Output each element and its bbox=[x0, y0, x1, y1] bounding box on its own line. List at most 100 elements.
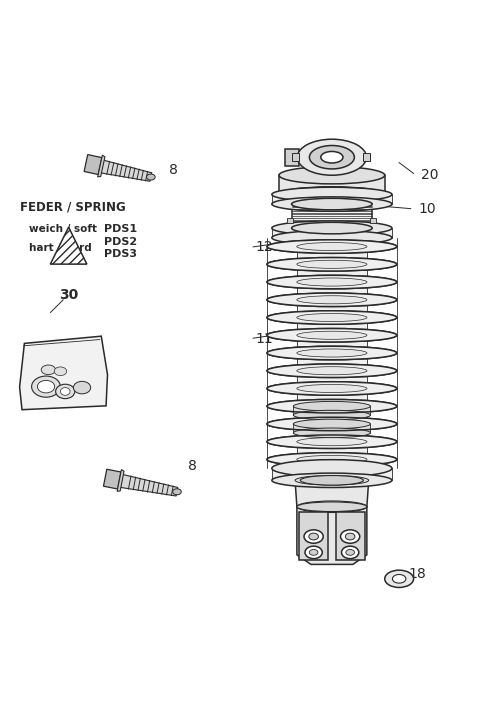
Text: 10: 10 bbox=[418, 202, 436, 216]
Ellipse shape bbox=[310, 145, 354, 169]
Polygon shape bbox=[294, 406, 370, 415]
Ellipse shape bbox=[279, 167, 385, 184]
Ellipse shape bbox=[55, 384, 75, 399]
Ellipse shape bbox=[300, 476, 364, 485]
Polygon shape bbox=[104, 469, 121, 489]
Ellipse shape bbox=[60, 388, 70, 395]
Text: weich / soft: weich / soft bbox=[29, 224, 97, 234]
Ellipse shape bbox=[267, 400, 397, 413]
Polygon shape bbox=[279, 175, 385, 194]
Ellipse shape bbox=[272, 197, 392, 211]
Ellipse shape bbox=[37, 381, 54, 393]
Ellipse shape bbox=[267, 293, 397, 306]
Polygon shape bbox=[294, 424, 370, 433]
Ellipse shape bbox=[295, 476, 369, 485]
Text: PDS2: PDS2 bbox=[104, 237, 137, 246]
Ellipse shape bbox=[385, 570, 414, 587]
Ellipse shape bbox=[267, 240, 397, 253]
Ellipse shape bbox=[267, 311, 397, 324]
Ellipse shape bbox=[297, 438, 367, 445]
Ellipse shape bbox=[346, 549, 354, 555]
Ellipse shape bbox=[267, 382, 397, 395]
Ellipse shape bbox=[309, 549, 318, 555]
Ellipse shape bbox=[267, 328, 397, 342]
Polygon shape bbox=[272, 194, 392, 204]
Ellipse shape bbox=[297, 402, 367, 410]
Ellipse shape bbox=[297, 313, 367, 321]
Ellipse shape bbox=[297, 243, 367, 251]
Ellipse shape bbox=[297, 366, 367, 375]
Polygon shape bbox=[117, 474, 178, 496]
Ellipse shape bbox=[267, 346, 397, 360]
Ellipse shape bbox=[297, 278, 367, 286]
Ellipse shape bbox=[267, 240, 397, 253]
Ellipse shape bbox=[297, 296, 367, 304]
Polygon shape bbox=[299, 512, 328, 560]
Ellipse shape bbox=[267, 453, 397, 466]
Ellipse shape bbox=[267, 258, 397, 271]
Ellipse shape bbox=[32, 376, 60, 397]
Polygon shape bbox=[295, 480, 369, 507]
Ellipse shape bbox=[304, 530, 323, 543]
Bar bbox=[363, 153, 370, 161]
Ellipse shape bbox=[341, 530, 360, 543]
Text: 11: 11 bbox=[255, 332, 273, 345]
Text: 12: 12 bbox=[255, 240, 273, 254]
Ellipse shape bbox=[342, 546, 359, 558]
Text: 8: 8 bbox=[169, 163, 177, 177]
Polygon shape bbox=[272, 468, 392, 480]
Polygon shape bbox=[297, 507, 367, 564]
Bar bbox=[287, 217, 293, 223]
Ellipse shape bbox=[267, 258, 397, 271]
Ellipse shape bbox=[267, 453, 397, 466]
Ellipse shape bbox=[54, 367, 67, 376]
Text: FEDER / SPRING: FEDER / SPRING bbox=[19, 201, 125, 214]
Text: PDS1: PDS1 bbox=[104, 224, 137, 234]
Ellipse shape bbox=[297, 502, 367, 512]
Ellipse shape bbox=[267, 364, 397, 378]
Ellipse shape bbox=[272, 221, 392, 235]
Ellipse shape bbox=[272, 460, 392, 477]
Polygon shape bbox=[297, 238, 367, 468]
Ellipse shape bbox=[41, 365, 55, 375]
Polygon shape bbox=[292, 204, 372, 228]
Ellipse shape bbox=[297, 349, 367, 357]
Text: PDS3: PDS3 bbox=[104, 249, 137, 259]
Text: 20: 20 bbox=[421, 168, 438, 182]
Ellipse shape bbox=[267, 346, 397, 360]
Text: 18: 18 bbox=[409, 567, 427, 581]
Ellipse shape bbox=[294, 428, 370, 438]
Ellipse shape bbox=[292, 222, 372, 234]
Ellipse shape bbox=[294, 410, 370, 420]
Ellipse shape bbox=[267, 435, 397, 448]
Ellipse shape bbox=[297, 420, 367, 428]
Ellipse shape bbox=[297, 455, 367, 463]
Ellipse shape bbox=[392, 575, 406, 583]
Polygon shape bbox=[336, 512, 364, 560]
Polygon shape bbox=[117, 469, 124, 491]
Polygon shape bbox=[51, 227, 87, 264]
Bar bbox=[370, 217, 376, 223]
Ellipse shape bbox=[173, 489, 181, 495]
Ellipse shape bbox=[297, 331, 367, 340]
Ellipse shape bbox=[297, 139, 366, 175]
Bar bbox=[285, 148, 299, 166]
Ellipse shape bbox=[267, 417, 397, 431]
Polygon shape bbox=[272, 228, 392, 238]
Ellipse shape bbox=[267, 275, 397, 289]
Ellipse shape bbox=[297, 261, 367, 268]
Ellipse shape bbox=[309, 533, 318, 540]
Ellipse shape bbox=[279, 187, 385, 202]
Text: 30: 30 bbox=[59, 288, 79, 302]
Polygon shape bbox=[84, 155, 102, 174]
Polygon shape bbox=[19, 336, 107, 409]
Ellipse shape bbox=[267, 311, 397, 324]
Ellipse shape bbox=[267, 275, 397, 289]
Ellipse shape bbox=[267, 382, 397, 395]
Ellipse shape bbox=[272, 230, 392, 245]
Ellipse shape bbox=[272, 473, 392, 488]
Ellipse shape bbox=[267, 364, 397, 378]
Ellipse shape bbox=[267, 328, 397, 342]
Ellipse shape bbox=[297, 385, 367, 393]
Ellipse shape bbox=[267, 400, 397, 413]
